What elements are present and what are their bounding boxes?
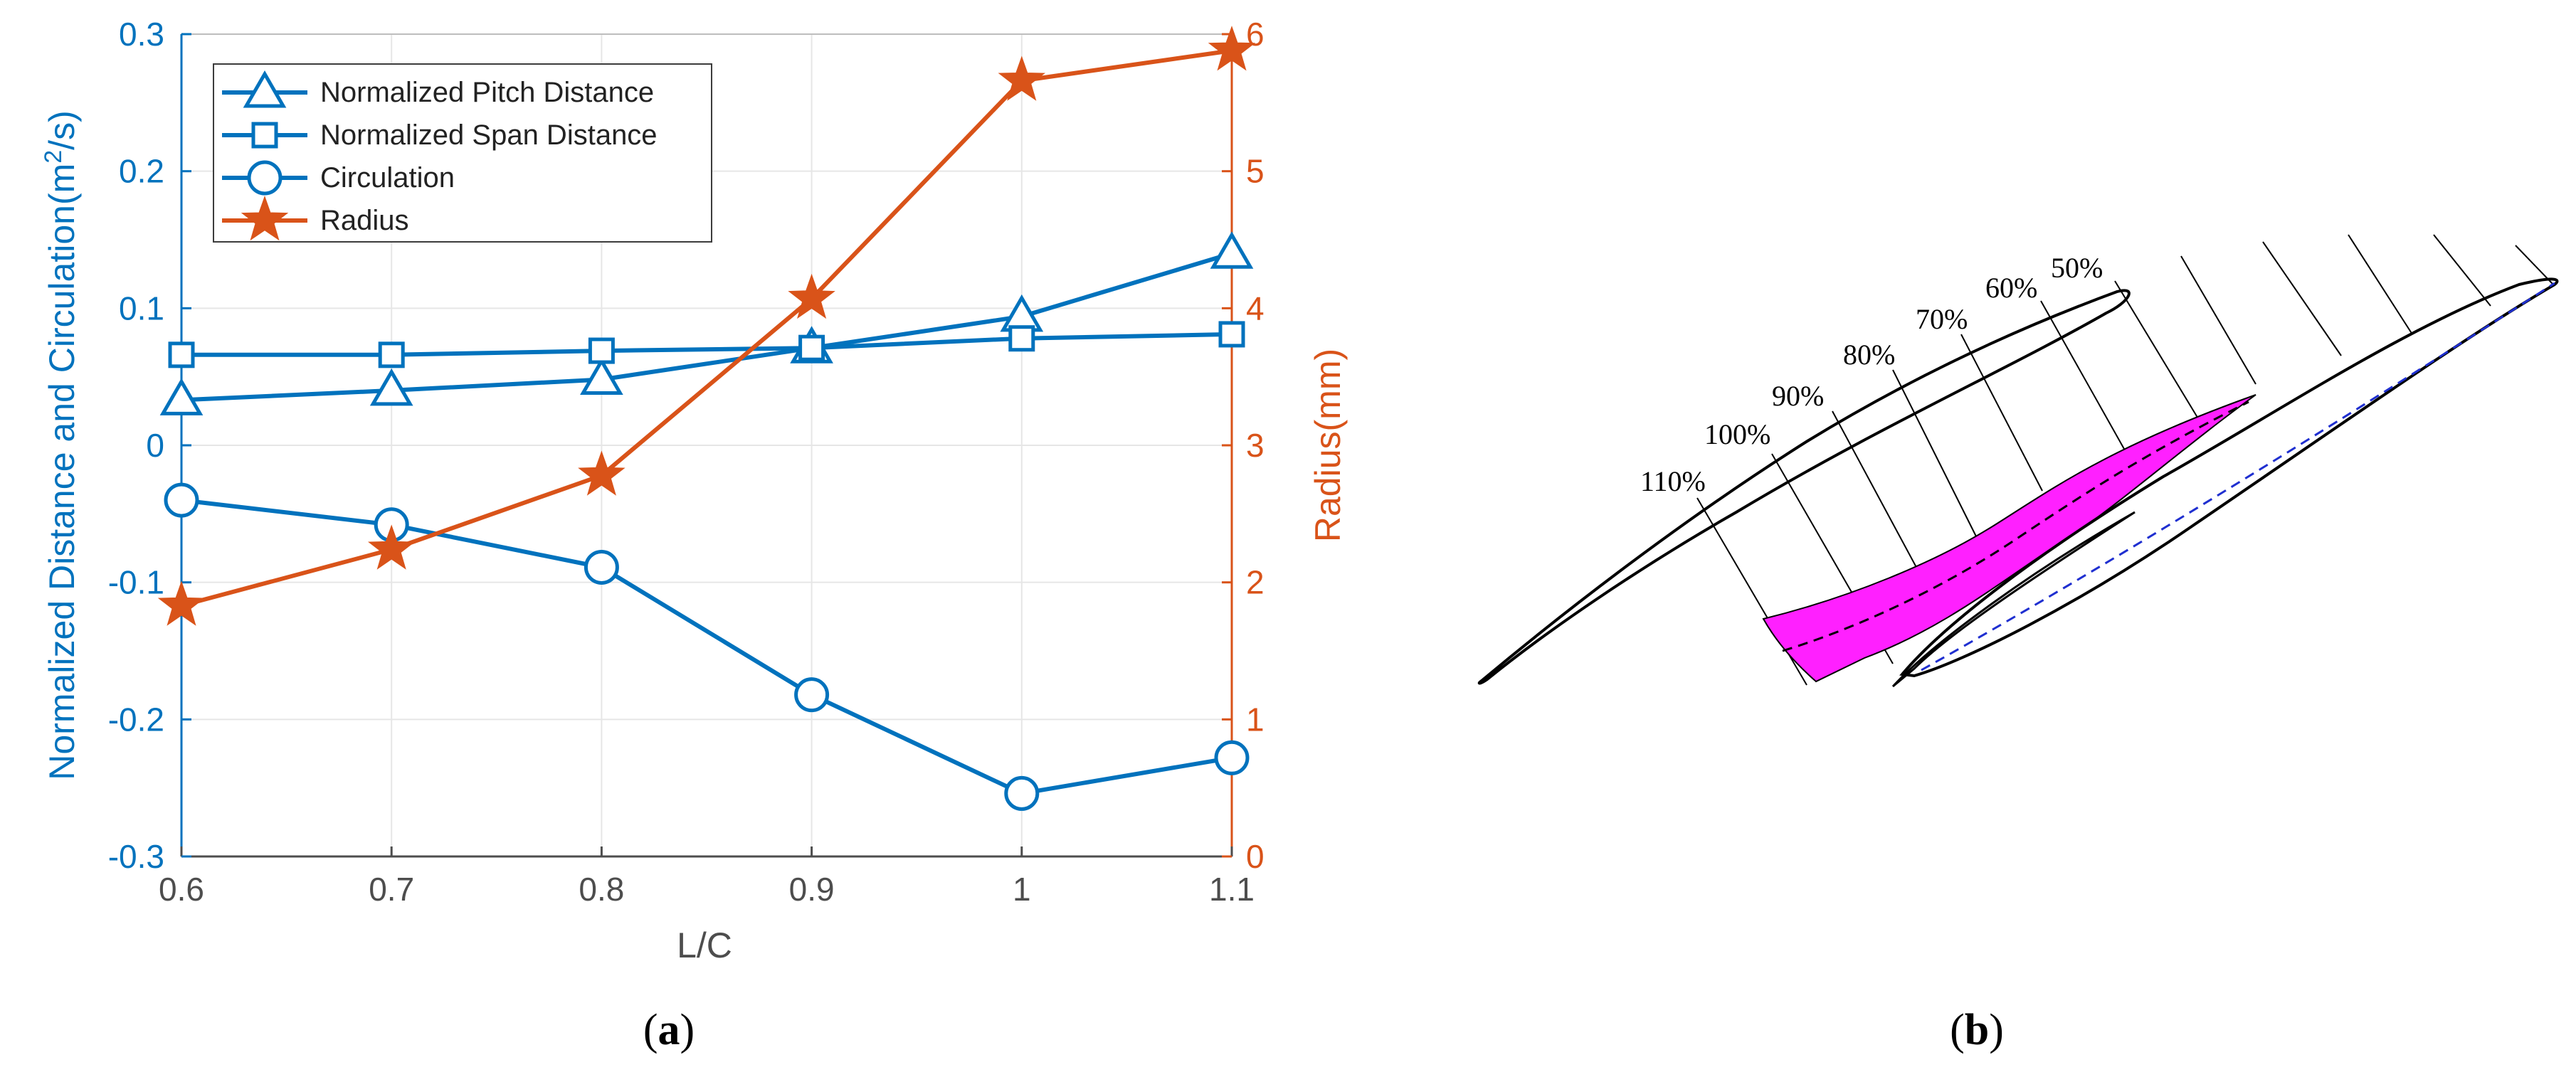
section-label-50: 50% xyxy=(2051,252,2103,284)
section-line-30 xyxy=(2262,241,2342,356)
section-label-80: 80% xyxy=(1843,339,1895,371)
right-tick-label: 2 xyxy=(1246,564,1265,601)
left-tick-label: 0.2 xyxy=(119,153,164,190)
data-point-radius xyxy=(157,580,206,626)
right-tick-label: 0 xyxy=(1246,838,1265,875)
vortex-core-centerline xyxy=(1782,400,2249,652)
right-blade-camber-line xyxy=(1921,282,2555,672)
panel-a-label: (a) xyxy=(643,1006,695,1054)
legend-marker-circulation xyxy=(247,160,283,196)
data-point-radius xyxy=(788,273,835,319)
data-point-radius xyxy=(578,450,625,496)
left-tick-label: 0.1 xyxy=(119,290,164,327)
panel-b-label: (b) xyxy=(1950,1006,2004,1054)
data-point-span xyxy=(168,341,195,368)
series-line-radius xyxy=(181,48,1232,608)
data-point-span xyxy=(798,334,825,361)
data-point-span xyxy=(588,337,615,364)
section-label-100: 100% xyxy=(1704,418,1770,450)
section-line-80 xyxy=(1892,369,1979,541)
data-point-circulation xyxy=(794,677,830,713)
left-axis-label-unit: /s) xyxy=(42,110,82,150)
data-point-circulation xyxy=(1214,740,1250,775)
data-point-circulation xyxy=(584,549,619,585)
data-point-pitch xyxy=(1210,231,1254,269)
series-radius xyxy=(157,26,1256,626)
left-tick-label: -0.3 xyxy=(108,838,164,875)
legend: Normalized Pitch Distance Normalized Spa… xyxy=(213,63,712,243)
left-axis-label-main: Normalized Distance and Circulation(m xyxy=(42,164,82,780)
right-tick-label: 4 xyxy=(1246,290,1265,327)
series-layer xyxy=(157,26,1256,811)
left-axis-label-sup: 2 xyxy=(40,150,67,164)
tip-gap-outline xyxy=(1891,511,2136,688)
data-point-pitch xyxy=(159,378,204,415)
blade-cascade-panel-b: 110% 100% 90% 80% 70% 60% 50% (b) xyxy=(1477,234,2559,1054)
section-line-10 xyxy=(2433,234,2491,307)
series-line-pitch xyxy=(181,251,1232,403)
data-point-span xyxy=(1218,321,1245,348)
series-span xyxy=(168,321,1245,368)
right-tick-label: 3 xyxy=(1246,427,1265,464)
x-tick-label: 1 xyxy=(1013,871,1031,908)
legend-marker-span xyxy=(251,122,278,149)
left-tick-label: 0 xyxy=(146,427,164,464)
section-label-70: 70% xyxy=(1916,303,1968,335)
section-line-60 xyxy=(2040,300,2128,456)
series-line-span xyxy=(181,331,1232,357)
data-point-circulation xyxy=(164,482,199,518)
left-tick-label: 0.3 xyxy=(119,16,164,53)
left-axis-label: Normalized Distance and Circulation(m2/s… xyxy=(40,110,82,780)
data-point-circulation xyxy=(1004,775,1040,811)
legend-label-radius: Radius xyxy=(320,205,409,236)
section-line-20 xyxy=(2348,234,2413,335)
series-circulation xyxy=(164,482,1250,811)
left-blade-outline xyxy=(1477,289,2131,685)
left-tick-label: -0.1 xyxy=(108,564,164,601)
legend-marker-pitch xyxy=(243,70,287,108)
x-tick-label: 0.8 xyxy=(579,871,624,908)
section-line-50 xyxy=(2114,280,2200,420)
data-point-radius xyxy=(1208,26,1256,71)
x-axis-label: L/C xyxy=(677,925,732,965)
data-point-span xyxy=(1008,325,1035,352)
data-point-span xyxy=(378,341,405,368)
section-label-60: 60% xyxy=(1985,272,2037,304)
right-tick-label: 5 xyxy=(1246,153,1265,190)
x-tick-label: 0.7 xyxy=(369,871,414,908)
series-line-circulation xyxy=(181,498,1232,796)
x-tick-label: 1.1 xyxy=(1209,871,1255,908)
data-point-pitch xyxy=(580,357,623,396)
vortex-core-region xyxy=(1762,394,2256,683)
data-point-pitch xyxy=(369,368,413,406)
right-blade-outline xyxy=(1899,277,2559,678)
x-tick-label: 0.6 xyxy=(159,871,204,908)
data-point-radius xyxy=(998,55,1046,101)
section-label-110: 110% xyxy=(1640,465,1706,497)
legend-marker-radius xyxy=(241,195,289,241)
section-label-90: 90% xyxy=(1772,380,1824,412)
right-tick-label: 1 xyxy=(1246,701,1265,738)
right-axis-label: Radius(mm) xyxy=(1308,349,1348,542)
section-line-70 xyxy=(1960,334,2043,492)
legend-label-circulation: Circulation xyxy=(320,162,455,193)
left-tick-label: -0.2 xyxy=(108,701,164,738)
legend-label-span: Normalized Span Distance xyxy=(320,120,658,151)
axis-ticks: 0.6 0.7 0.8 0.9 1 1.1 -0.3 -0.2 -0.1 0 0.1 0.2 0.3 0 1… xyxy=(108,16,1265,908)
legend-label-pitch: Normalized Pitch Distance xyxy=(320,77,654,108)
chart-panel-a: 0.6 0.7 0.8 0.9 1 1.1 -0.3 -0.2 -0.1 0 0.1 0.2 0.3 0 1… xyxy=(40,16,1348,1054)
data-point-radius xyxy=(367,524,416,570)
section-line-40 xyxy=(2180,255,2256,385)
x-tick-label: 0.9 xyxy=(789,871,835,908)
